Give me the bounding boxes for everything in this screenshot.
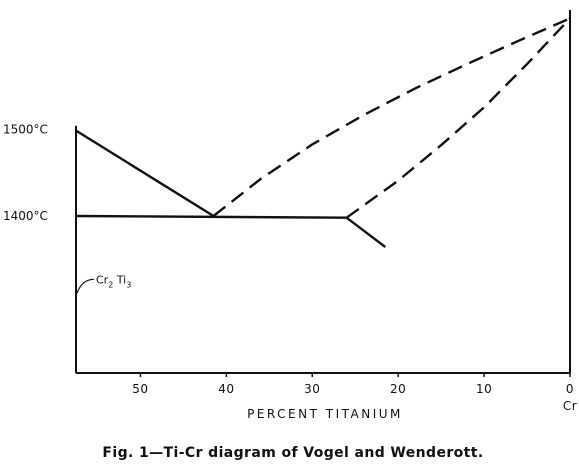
dashed-boundary-curve-5 xyxy=(345,17,571,219)
x-tick-label: 0 xyxy=(566,382,574,396)
y-tick-label: 1400°C xyxy=(3,209,48,223)
phase-boundary-curves xyxy=(75,17,571,248)
annotation-label: Cr2 Ti3 xyxy=(96,273,131,289)
x-tick-label: 20 xyxy=(390,382,406,396)
solid-boundary-curve-3 xyxy=(345,216,387,248)
annotation-leader-line xyxy=(76,278,95,294)
x-tick-label: 30 xyxy=(304,382,320,396)
dashed-boundary-curve-4 xyxy=(212,17,571,217)
axis-labels: 50 40 30 20 10 0 Cr 1500°C 1400°C xyxy=(3,123,577,413)
y-tick-label: 1500°C xyxy=(3,123,48,137)
x-end-label: Cr xyxy=(563,399,577,413)
annotations: Cr2 Ti3 xyxy=(76,273,131,294)
solid-boundary-curve-2 xyxy=(75,214,347,219)
x-axis-title: PERCENT TITANIUM xyxy=(247,407,403,421)
solid-boundary-curve-1 xyxy=(75,129,215,218)
x-tick-label: 10 xyxy=(476,382,492,396)
x-tick-label: 40 xyxy=(218,382,234,396)
axes xyxy=(75,10,571,377)
figure-caption: Fig. 1—Ti-Cr diagram of Vogel and Wender… xyxy=(102,445,483,461)
x-tick-label: 50 xyxy=(132,382,148,396)
